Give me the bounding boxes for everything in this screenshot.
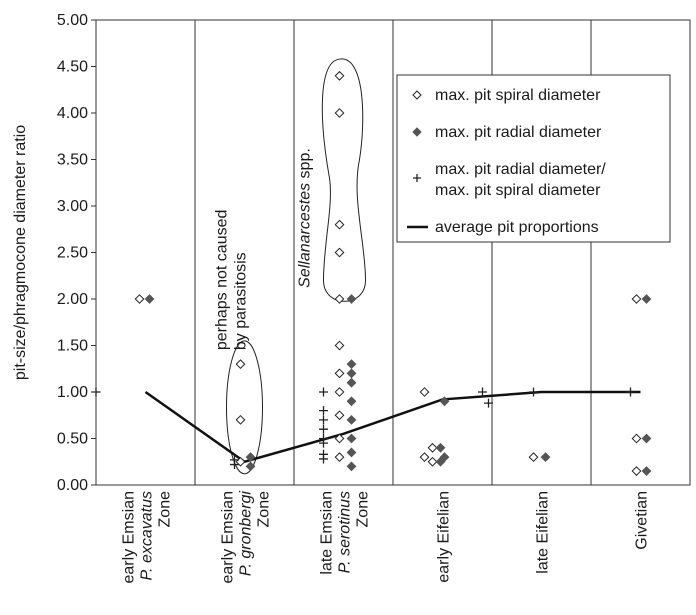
point-spiral <box>235 414 246 425</box>
point-ratio <box>319 438 328 448</box>
x-category-label: P. excavatus <box>139 491 156 581</box>
point-spiral <box>334 294 345 304</box>
point-spiral <box>419 387 430 397</box>
x-category-label: Givetian <box>634 491 651 550</box>
annotation-ellipse-gronbergi <box>226 340 263 475</box>
point-radial <box>641 433 652 444</box>
legend-label: max. pit spiral diameter <box>435 182 601 199</box>
y-tick-label: 5.00 <box>57 12 88 29</box>
point-radial <box>346 359 357 370</box>
point-spiral <box>631 466 642 476</box>
legend-marker-ratio <box>413 174 421 182</box>
x-category-label: early Emsian <box>121 491 138 583</box>
legend: max. pit spiral diameter max. pit radial … <box>396 74 671 243</box>
point-spiral <box>419 452 430 463</box>
point-spiral <box>334 219 345 230</box>
y-tick-label: 3.50 <box>57 152 88 169</box>
x-category-label: late Emsian <box>319 491 336 575</box>
point-radial <box>435 442 446 453</box>
point-radial <box>346 461 357 472</box>
point-radial <box>346 414 357 425</box>
y-tick-label: 0.00 <box>57 477 88 494</box>
point-spiral <box>334 410 345 421</box>
y-tick-label: 1.00 <box>57 384 88 401</box>
point-radial <box>641 294 652 304</box>
point-spiral <box>334 387 345 397</box>
point-radial <box>346 433 357 444</box>
point-ratio <box>484 398 493 408</box>
point-ratio <box>478 387 487 397</box>
y-tick-label: 1.50 <box>57 338 88 355</box>
point-radial <box>245 461 256 472</box>
x-category-label: P. serotinus <box>337 491 354 573</box>
y-tick-label: 2.50 <box>57 245 88 262</box>
point-spiral <box>334 433 345 444</box>
point-radial <box>641 466 652 476</box>
legend-label: max. pit radial diameter <box>435 124 602 141</box>
annotation-ellipses <box>226 58 367 475</box>
y-tick-label: 2.00 <box>57 291 88 308</box>
y-tick-label: 4.00 <box>57 105 88 122</box>
point-ratio <box>529 387 538 397</box>
average-line <box>144 390 641 464</box>
point-spiral <box>427 442 438 453</box>
point-spiral <box>334 247 345 258</box>
x-category-label: Zone <box>355 491 372 528</box>
y-tick-label: 4.50 <box>57 59 88 76</box>
point-spiral <box>235 359 246 370</box>
annotation-layer: perhaps not caused by parasitosis Sellanar… <box>214 148 314 350</box>
point-spiral <box>334 452 345 463</box>
point-ratio <box>319 424 328 434</box>
annotation-parasitosis: perhaps not caused <box>214 210 231 351</box>
point-radial <box>346 377 357 388</box>
point-spiral <box>134 294 145 304</box>
point-spiral <box>427 456 438 467</box>
legend-label: average pit proportions <box>435 219 599 236</box>
point-radial <box>346 447 357 458</box>
y-axis-label: pit-size/phragmocone diameter ratio <box>12 125 29 380</box>
point-radial <box>144 294 155 304</box>
legend-marker-radial <box>412 127 422 137</box>
point-ratio <box>319 406 328 416</box>
point-spiral <box>334 108 345 118</box>
annotation-sellanarcestes: Sellanarcestes spp. <box>297 148 314 288</box>
average-line-layer <box>144 390 641 464</box>
point-spiral <box>631 433 642 444</box>
point-ratio <box>319 387 328 397</box>
point-ratio <box>319 454 328 464</box>
point-spiral <box>528 452 539 463</box>
x-category-label: early Eifelian <box>436 491 453 583</box>
point-radial <box>346 368 357 379</box>
annotation-parasitosis: by parasitosis <box>233 252 250 350</box>
point-radial <box>245 452 256 463</box>
point-radial <box>439 396 450 407</box>
point-spiral <box>631 294 642 304</box>
axis-layer: 0.00 0.50 1.00 1.50 2.00 2.50 3.00 3.50 4.00 4.50… <box>12 12 651 583</box>
x-category-label: P. gronbergi <box>238 491 255 577</box>
annotation-ellipse-sellanarcestes <box>321 58 367 302</box>
point-radial <box>346 294 357 304</box>
x-category-label: Zone <box>157 491 174 528</box>
y-tick-label: 0.50 <box>57 431 88 448</box>
y-tick-label: 3.00 <box>57 198 88 215</box>
point-radial <box>435 456 446 467</box>
point-radial <box>540 452 551 463</box>
point-spiral <box>334 70 345 81</box>
legend-box <box>396 74 671 243</box>
legend-label: max. pit radial diameter/ <box>435 161 606 178</box>
point-radial <box>346 396 357 407</box>
point-ratio <box>319 415 328 425</box>
point-spiral <box>334 340 345 351</box>
point-ratio <box>626 387 635 397</box>
x-category-label: early Emsian <box>220 491 237 583</box>
point-spiral <box>334 368 345 379</box>
x-category-label: Zone <box>256 491 273 528</box>
legend-label: max. pit spiral diameter <box>435 87 601 104</box>
points-layer <box>91 70 652 476</box>
x-category-label: late Eifelian <box>535 491 552 574</box>
point-ratio <box>230 460 239 470</box>
legend-marker-spiral <box>412 90 422 100</box>
